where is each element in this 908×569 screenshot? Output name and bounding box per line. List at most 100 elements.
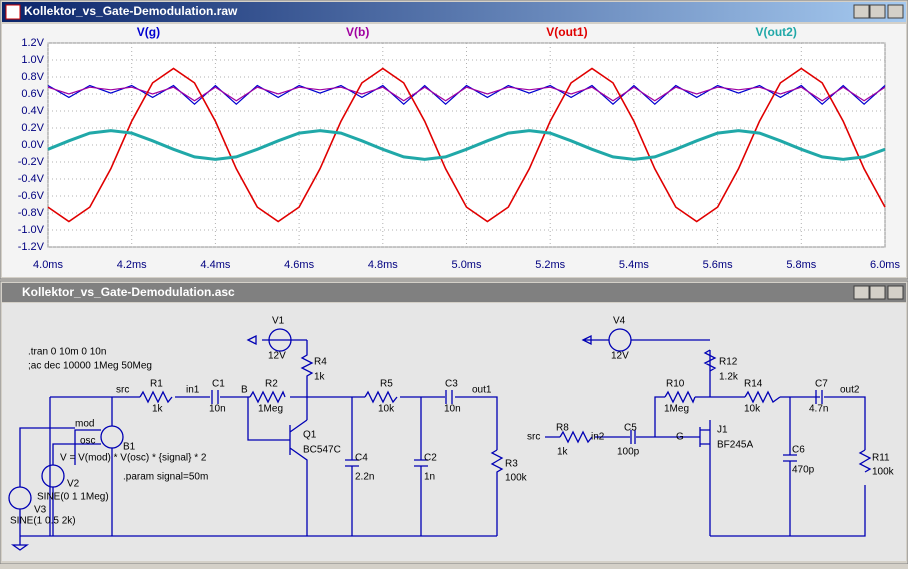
x-tick-label: 5.2ms <box>535 259 565 271</box>
component-label: 100k <box>872 467 895 478</box>
y-tick-label: 1.0V <box>21 54 44 66</box>
plot: 1.2V 1.0V 0.8V 0.6V 0.4V 0.2V 0.0V -0.2V -0.4V -0… <box>18 25 901 271</box>
component-label: mod <box>75 419 94 430</box>
y-tick-label: 1.2V <box>21 37 44 49</box>
component-label: C7 <box>815 379 828 390</box>
component-label: 10k <box>378 404 395 415</box>
component-label: 1k <box>314 372 326 383</box>
component-label: B <box>241 385 248 396</box>
x-tick-label: 5.8ms <box>786 259 816 271</box>
component-label: R3 <box>505 459 518 470</box>
component-label: 12V <box>611 351 629 362</box>
component-label: R12 <box>719 357 738 368</box>
component-label: 2.2n <box>355 472 374 483</box>
component-label: Q1 <box>303 430 317 441</box>
x-tick-label: 5.4ms <box>619 259 649 271</box>
component-label: 1k <box>557 447 569 458</box>
component-label: osc <box>80 436 96 447</box>
close[interactable] <box>887 4 904 19</box>
component-label: R10 <box>666 379 685 390</box>
maximize[interactable] <box>869 285 886 300</box>
component-label: C3 <box>445 379 458 390</box>
x-tick-label: 4.0ms <box>33 259 63 271</box>
component-label: BF245A <box>717 440 753 451</box>
component-label: R2 <box>265 379 278 390</box>
component-label: SINE(1 0.5 2k) <box>10 516 76 527</box>
component-label: out2 <box>840 385 860 396</box>
component-label: 1Meg <box>664 404 689 415</box>
component-label: .tran 0 10m 0 10n <box>28 347 106 358</box>
y-tick-label: -0.2V <box>18 156 45 168</box>
component-label: src <box>527 432 540 443</box>
window-title: Kollektor_vs_Gate-Demodulation.asc <box>22 285 235 299</box>
component-label: 100p <box>617 447 640 458</box>
component-label: R4 <box>314 357 327 368</box>
component-label: 100k <box>505 473 528 484</box>
y-tick-label: -0.8V <box>18 207 45 219</box>
component-label: 1n <box>424 472 435 483</box>
component-label: 10n <box>444 404 461 415</box>
x-tick-label: 4.4ms <box>200 259 230 271</box>
component-label: out1 <box>472 385 492 396</box>
y-tick-label: 0.6V <box>21 88 44 100</box>
component-label: 10k <box>744 404 761 415</box>
y-tick-label: 0.4V <box>21 105 44 117</box>
title-bar <box>2 283 906 302</box>
y-tick-label: -0.4V <box>18 173 45 185</box>
component-label: in2 <box>591 432 605 443</box>
minimize[interactable] <box>853 285 870 300</box>
x-tick-label: 5.6ms <box>703 259 733 271</box>
component-label: 1Meg <box>258 404 283 415</box>
component-label: G <box>676 432 684 443</box>
component-label: R5 <box>380 379 393 390</box>
component-label: .param signal=50m <box>123 472 208 483</box>
component-label: J1 <box>717 425 728 436</box>
component-label: src <box>116 385 129 396</box>
wires-right <box>545 328 872 537</box>
legend-entry: V(b) <box>346 25 369 39</box>
schematic-canvas <box>2 303 906 561</box>
legend-entry: V(out1) <box>546 25 587 39</box>
window-title: Kollektor_vs_Gate-Demodulation.raw <box>24 4 238 18</box>
close[interactable] <box>887 285 904 300</box>
component-label: R8 <box>556 423 569 434</box>
wires <box>8 328 504 551</box>
component-label: 470p <box>792 465 815 476</box>
component-label: in1 <box>186 385 200 396</box>
series-line <box>47 67 886 223</box>
x-tick-label: 4.6ms <box>284 259 314 271</box>
component-label: R11 <box>872 453 890 464</box>
window-buttons[interactable] <box>853 4 904 19</box>
component-label: 1.2k <box>719 372 739 383</box>
series-line <box>47 86 886 102</box>
x-tick-label: 4.8ms <box>368 259 398 271</box>
component-label: SINE(0 1 1Meg) <box>37 492 109 503</box>
y-tick-label: -1.0V <box>18 224 45 236</box>
title-bar <box>2 2 906 22</box>
component-label: 12V <box>268 351 286 362</box>
component-label: C4 <box>355 453 368 464</box>
minimize[interactable] <box>853 4 870 19</box>
window-buttons[interactable] <box>853 285 904 300</box>
component-label: B1 <box>123 442 136 453</box>
component-label: R1 <box>150 379 163 390</box>
component-label: C6 <box>792 445 805 456</box>
plot-area <box>47 42 886 248</box>
component-label: C2 <box>424 453 437 464</box>
legend-entry: V(out2) <box>756 25 797 39</box>
component-label: ;ac dec 10000 1Meg 50Meg <box>28 361 152 372</box>
component-label: C1 <box>212 379 225 390</box>
component-label: 4.7n <box>809 404 828 415</box>
x-tick-label: 6.0ms <box>870 259 900 271</box>
component-label: 10n <box>209 404 226 415</box>
component-label: C5 <box>624 423 637 434</box>
y-tick-label: -1.2V <box>18 241 45 253</box>
app-icon <box>5 4 21 20</box>
maximize[interactable] <box>869 4 886 19</box>
component-label: V2 <box>67 479 80 490</box>
component-label: R14 <box>744 379 763 390</box>
series-line <box>47 84 886 106</box>
legend-entry: V(g) <box>137 25 160 39</box>
component-label: V4 <box>613 316 626 327</box>
